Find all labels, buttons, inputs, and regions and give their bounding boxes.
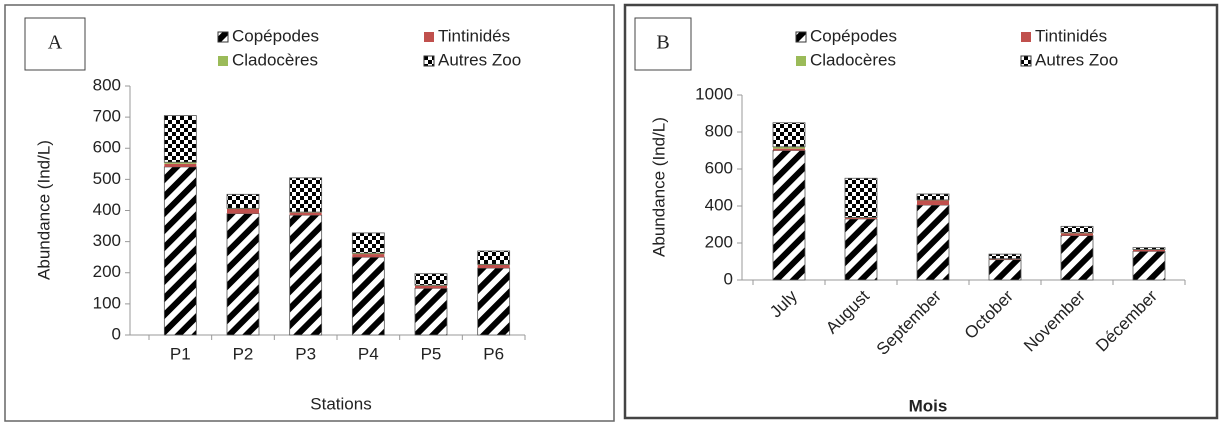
panel-label-box [24,17,86,71]
y-tick-label: 0 [724,269,733,288]
x-axis-label: Mois [909,396,948,415]
y-tick-label: 500 [93,169,121,188]
bar-segment [351,256,385,336]
x-tick-label: Décember [1092,286,1161,355]
y-tick-label: 700 [93,107,121,126]
legend-label: Tintinidés [1035,26,1107,45]
y-tick-label: 200 [93,262,121,281]
bar-segment [1132,247,1166,250]
x-tick-label: October [961,286,1017,342]
bar-segment [1132,250,1166,281]
y-tick-label: 100 [93,293,121,312]
y-tick-label: 200 [705,232,733,251]
bar-segment [1060,235,1094,281]
bar-segment [916,204,950,281]
y-tick-label: 600 [705,158,733,177]
bar-segment [163,166,197,336]
bar-segment [1133,249,1165,252]
bar-segment [1060,225,1094,234]
bar-segment [845,218,877,219]
bar-segment [917,200,949,206]
y-tick-label: 1000 [695,84,733,103]
bar-segment [1061,233,1093,236]
y-tick-label: 0 [112,324,121,343]
legend-label: Copépodes [232,26,319,45]
panel-label: B [656,32,669,54]
bar-segment [477,267,511,336]
legend-swatch [1021,32,1031,42]
bar-segment [352,254,385,258]
x-tick-label: P4 [358,344,379,363]
bar-segment [352,253,385,255]
bar-segment [414,287,448,336]
bar-segment [227,208,259,214]
legend-label: Autres Zoo [1035,50,1118,69]
bar-segment [844,218,878,281]
bar-segment [773,148,805,151]
y-tick-label: 400 [93,200,121,219]
x-tick-label: August [822,286,873,337]
bar-segment [916,193,950,201]
y-tick-label: 800 [93,75,121,94]
x-tick-label: P2 [233,344,254,363]
x-tick-label: P3 [295,344,316,363]
legend-swatch [217,31,229,43]
bar-segment [989,259,1021,260]
legend-label: Tintinidés [438,26,510,45]
legend-swatch [1020,55,1032,67]
panel-label: A [48,32,63,54]
y-tick-label: 600 [93,138,121,157]
bar-segment [289,214,323,336]
bar-segment [414,273,448,286]
bar-segment [163,115,197,163]
x-tick-label: P5 [421,344,442,363]
bar-segment [351,232,385,254]
x-axis-label: Stations [310,394,371,413]
y-tick-label: 300 [93,231,121,250]
y-tick-label: 400 [705,195,733,214]
legend-label: Cladocères [232,50,318,69]
legend-swatch [796,56,806,66]
x-tick-label: November [1020,286,1089,355]
y-axis-label: Abundance (Ind/L) [34,140,53,280]
y-axis-label: Abundance (Ind/L) [649,117,668,257]
bar-segment [772,122,806,148]
bar-segment [477,250,511,265]
bar-segment [415,285,447,289]
bar-segment [772,150,806,281]
x-tick-label: P6 [483,344,504,363]
legend-label: Cladocères [810,50,896,69]
panel-border [623,3,1219,420]
legend-label: Copépodes [810,26,897,45]
legend-swatch [423,55,435,67]
y-tick-label: 800 [705,121,733,140]
x-tick-label: September [873,286,945,358]
x-tick-label: July [766,286,801,321]
bar-segment [988,253,1022,260]
bar-segment [289,212,322,216]
legend-swatch [795,31,807,43]
bar-segment [477,264,510,269]
bar-segment [226,213,260,336]
x-tick-label: P1 [170,344,191,363]
bar-segment [988,259,1022,281]
bar-segment [844,177,878,218]
legend-swatch [218,56,228,66]
panel-label-box [634,17,692,71]
bar-segment [226,193,260,209]
bar-segment [164,162,197,164]
legend-label: Autres Zoo [438,50,521,69]
bar-segment [773,146,805,149]
legend-swatch [424,32,434,42]
bar-segment [289,177,323,213]
panel-border [4,4,615,422]
bar-segment [164,163,197,167]
